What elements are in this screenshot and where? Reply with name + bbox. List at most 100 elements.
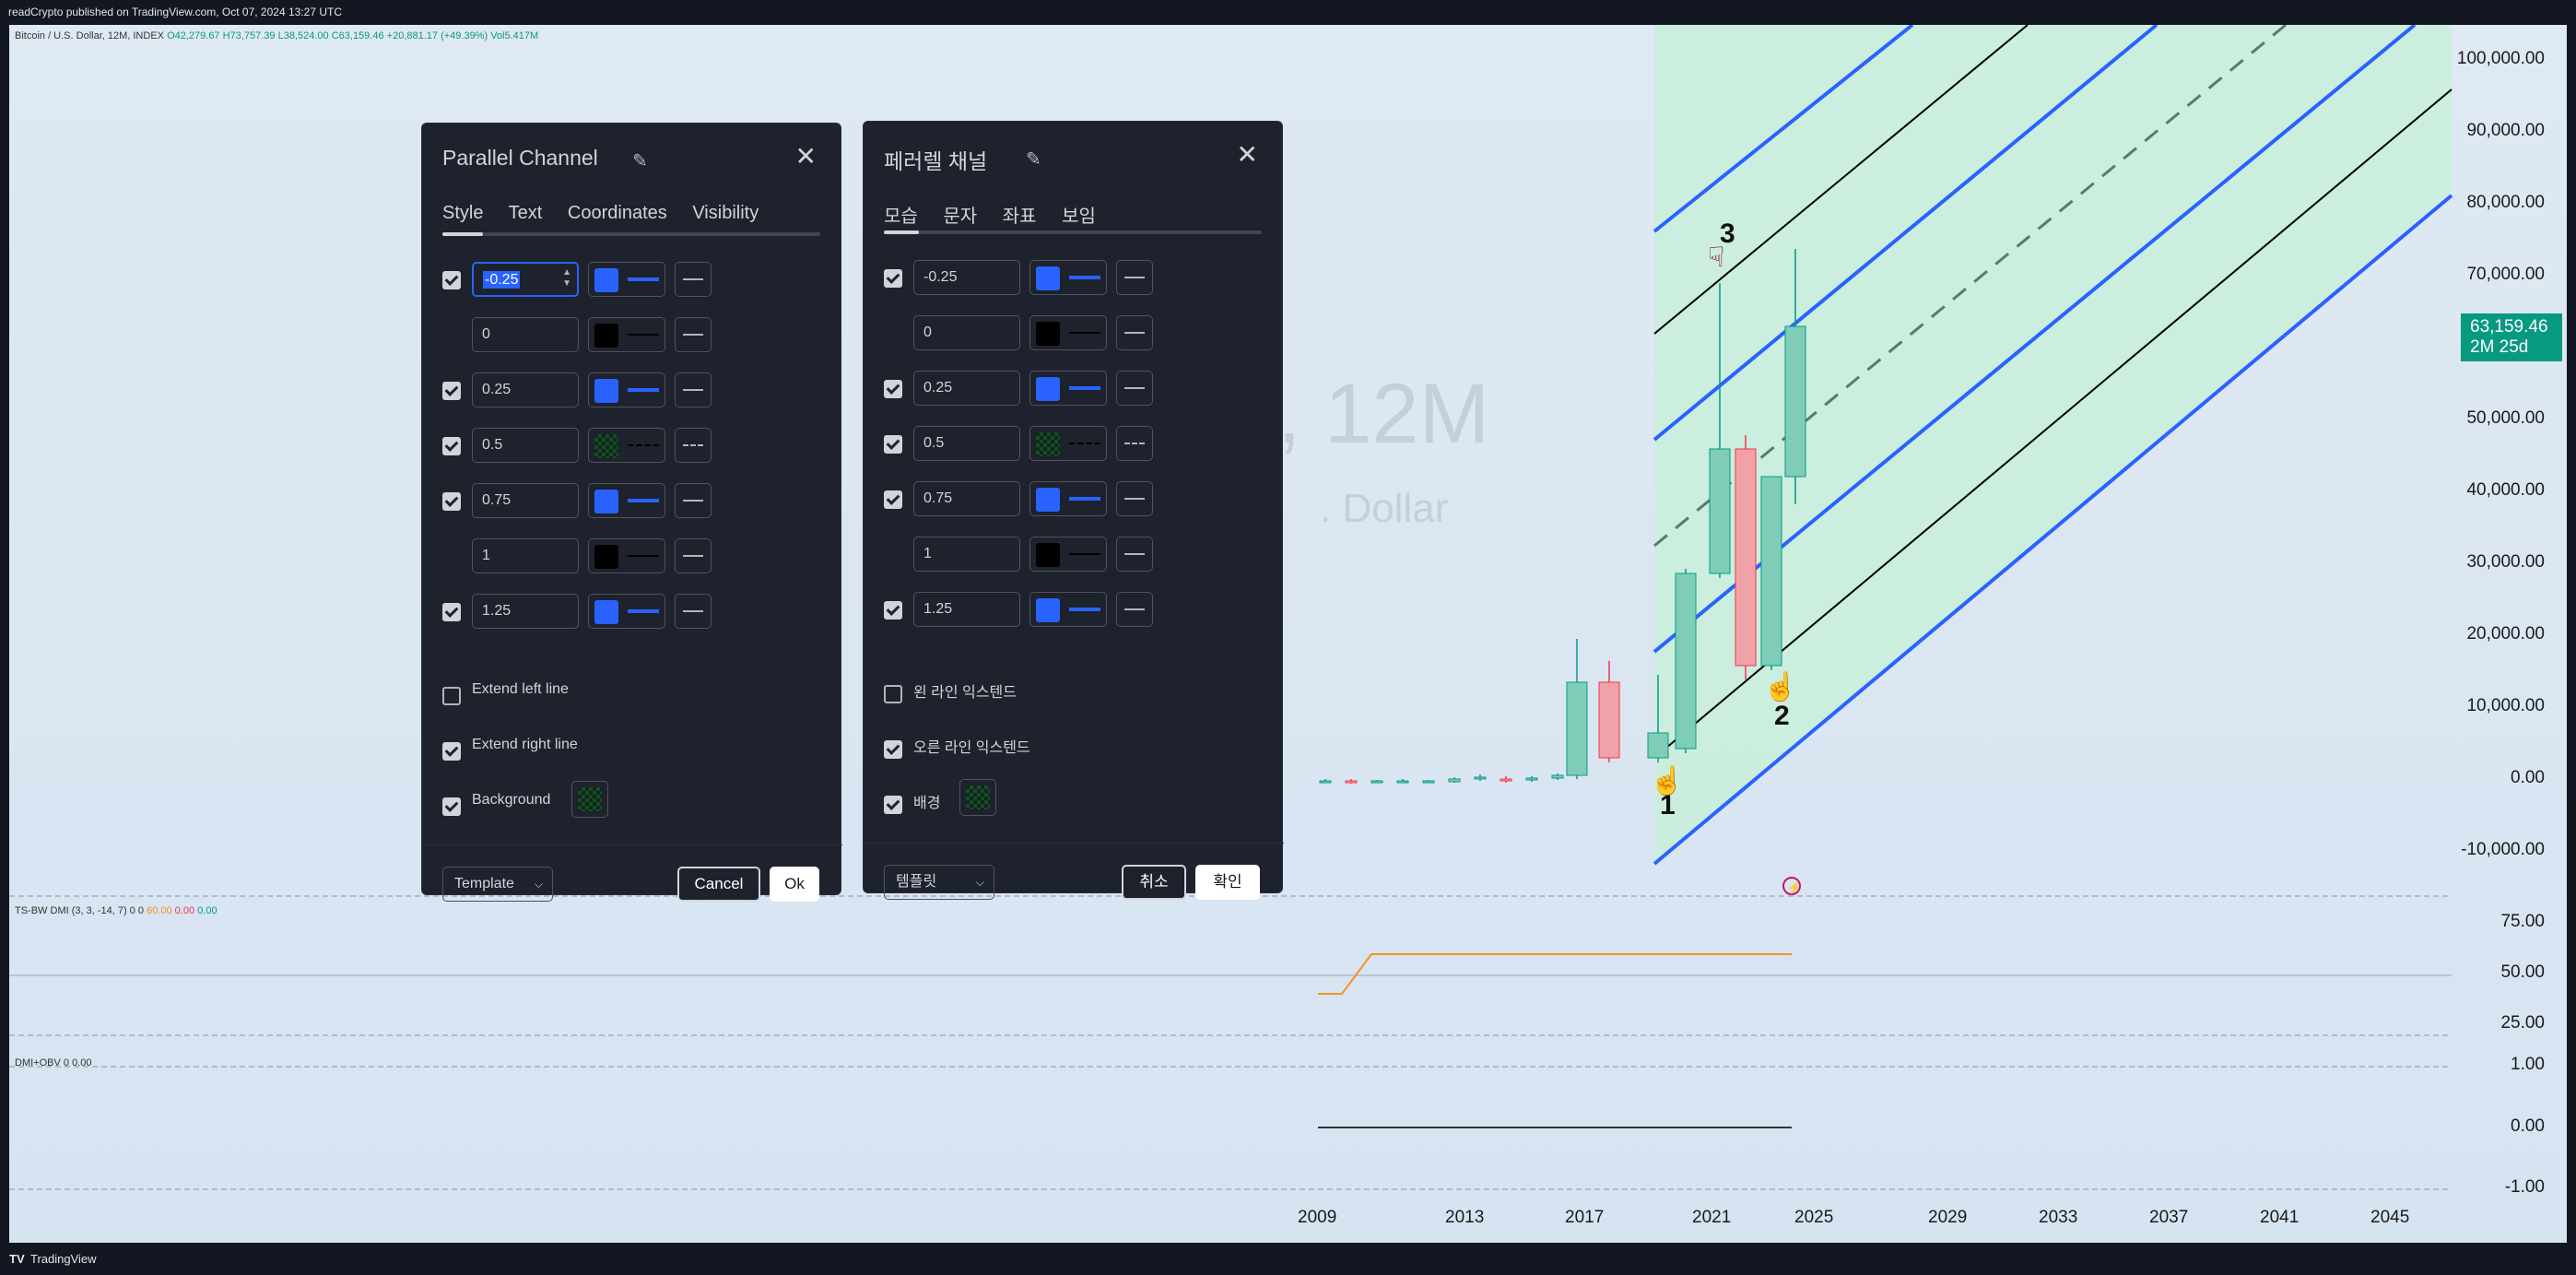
- color-swatch: [594, 434, 618, 458]
- line-style-picker[interactable]: [675, 428, 712, 463]
- candle-body: [1448, 778, 1461, 783]
- level-value-input[interactable]: 1: [913, 537, 1020, 572]
- tab-text[interactable]: Text: [508, 203, 543, 223]
- chart-canvas[interactable]: ☝ ☝ ☟ ⚡: [9, 25, 2567, 1243]
- level-value-input[interactable]: 0.75: [913, 481, 1020, 516]
- indicator-legend-obv[interactable]: DMI+OBV 0 0.00: [15, 1057, 92, 1068]
- level-color-picker[interactable]: [1029, 315, 1107, 350]
- time-axis-label: 2041: [2260, 1208, 2300, 1227]
- level-color-picker[interactable]: [588, 428, 665, 463]
- level-checkbox[interactable]: [442, 437, 461, 455]
- level-value-input[interactable]: 0.5: [472, 428, 579, 463]
- dmi-line: [1318, 953, 1792, 995]
- background-color-swatch[interactable]: [959, 779, 996, 816]
- time-axis-label: 2017: [1565, 1208, 1605, 1227]
- close-icon[interactable]: ✕: [1236, 140, 1258, 169]
- line-style-picker[interactable]: [1116, 592, 1153, 627]
- line-style-picker[interactable]: [675, 538, 712, 573]
- level-value-input[interactable]: 0: [913, 315, 1020, 350]
- tab-visibility[interactable]: Visibility: [692, 203, 759, 223]
- level-color-picker[interactable]: [588, 594, 665, 629]
- ok-button[interactable]: 확인: [1195, 865, 1260, 900]
- level-value-input[interactable]: 1.25: [913, 592, 1020, 627]
- level-checkbox[interactable]: [442, 382, 461, 400]
- edit-title-pencil-icon[interactable]: ✎: [1026, 149, 1041, 170]
- tab-visibility[interactable]: 보임: [1062, 207, 1096, 227]
- line-style-picker[interactable]: [1116, 426, 1153, 461]
- level-checkbox[interactable]: [884, 269, 902, 288]
- line-style-picker[interactable]: [675, 317, 712, 352]
- level-color-picker[interactable]: [588, 538, 665, 573]
- line-style-icon: [1124, 443, 1145, 444]
- level-checkbox[interactable]: [442, 603, 461, 621]
- level-color-picker[interactable]: [588, 372, 665, 407]
- background-checkbox[interactable]: [884, 796, 902, 814]
- close-icon[interactable]: ✕: [794, 142, 817, 171]
- background-checkbox[interactable]: [442, 797, 461, 816]
- level-color-picker[interactable]: [588, 262, 665, 297]
- template-dropdown[interactable]: Template ⌵: [442, 867, 553, 902]
- level-value-input[interactable]: -0.25: [913, 260, 1020, 295]
- line-style-picker[interactable]: [675, 372, 712, 407]
- background-color-swatch[interactable]: [571, 781, 608, 818]
- level-color-picker[interactable]: [1029, 260, 1107, 295]
- level-value-input[interactable]: 1: [472, 538, 579, 573]
- level-value-input[interactable]: 0.25: [913, 371, 1020, 406]
- level-color-picker[interactable]: [1029, 426, 1107, 461]
- extend-right-checkbox[interactable]: [884, 740, 902, 759]
- level-color-picker[interactable]: [588, 317, 665, 352]
- price-axis-label: 20,000.00: [2466, 624, 2545, 643]
- line-style-icon: [1124, 553, 1145, 555]
- extend-right-checkbox[interactable]: [442, 742, 461, 761]
- line-style-picker[interactable]: [675, 594, 712, 629]
- tab-coordinates[interactable]: Coordinates: [567, 203, 667, 223]
- cancel-button[interactable]: Cancel: [677, 867, 760, 902]
- level-checkbox[interactable]: [884, 601, 902, 620]
- level-value-input[interactable]: 1.25: [472, 594, 579, 629]
- footer-divider: [864, 843, 1284, 844]
- tab-coordinates[interactable]: 좌표: [1002, 207, 1037, 227]
- line-style-picker[interactable]: [1116, 537, 1153, 572]
- line-style-picker[interactable]: [1116, 260, 1153, 295]
- line-style-picker[interactable]: [1116, 315, 1153, 350]
- level-value-input[interactable]: 0: [472, 317, 579, 352]
- template-dropdown[interactable]: 템플릿 ⌵: [884, 865, 994, 900]
- line-style-picker[interactable]: [675, 262, 712, 297]
- parallel-channel-settings-dialog[interactable]: Parallel Channel ✎ ✕ Style Text Coordina…: [421, 123, 842, 902]
- level-value-input[interactable]: -0.25 ▲ ▼: [472, 262, 579, 297]
- extend-left-checkbox[interactable]: [884, 685, 902, 703]
- ok-button[interactable]: Ok: [770, 867, 819, 902]
- level-color-picker[interactable]: [1029, 537, 1107, 572]
- level-color-picker[interactable]: [1029, 371, 1107, 406]
- line-style-picker[interactable]: [675, 483, 712, 518]
- symbol-legend[interactable]: Bitcoin / U.S. Dollar, 12M, INDEX O42,27…: [15, 30, 538, 41]
- level-checkbox[interactable]: [884, 435, 902, 454]
- level-checkbox[interactable]: [442, 492, 461, 511]
- level-value-input[interactable]: 0.75: [472, 483, 579, 518]
- line-preview: [628, 555, 659, 557]
- level-checkbox[interactable]: [442, 271, 461, 289]
- line-style-picker[interactable]: [1116, 481, 1153, 516]
- tradingview-logo-icon[interactable]: TV: [9, 1252, 25, 1266]
- line-preview: [628, 444, 659, 446]
- extend-left-checkbox[interactable]: [442, 687, 461, 705]
- tab-style[interactable]: Style: [442, 203, 484, 223]
- line-style-picker[interactable]: [1116, 371, 1153, 406]
- cancel-button[interactable]: 취소: [1122, 865, 1186, 900]
- line-style-icon: [1124, 498, 1145, 500]
- level-checkbox[interactable]: [884, 380, 902, 398]
- indicator-legend-dmi[interactable]: TS-BW DMI (3, 3, -14, 7) 0 0 60.00 0.00 …: [15, 905, 218, 916]
- stepper-icon[interactable]: ▲ ▼: [562, 267, 571, 289]
- tab-style[interactable]: 모습: [884, 207, 918, 227]
- candle-body: [1319, 780, 1332, 784]
- level-checkbox[interactable]: [884, 490, 902, 509]
- level-color-picker[interactable]: [588, 483, 665, 518]
- level-value-input[interactable]: 0.25: [472, 372, 579, 407]
- parallel-channel-settings-dialog-korean[interactable]: 페러렐 채널 ✎ ✕ 모습 문자 좌표 보임 -0.25 0 0.25 0.5 0.75…: [863, 121, 1284, 900]
- tab-text[interactable]: 문자: [943, 207, 978, 227]
- level-value-input[interactable]: 0.5: [913, 426, 1020, 461]
- level-color-picker[interactable]: [1029, 592, 1107, 627]
- edit-title-pencil-icon[interactable]: ✎: [632, 151, 648, 171]
- level-color-picker[interactable]: [1029, 481, 1107, 516]
- chart-area[interactable]: ☝ ☝ ☟ ⚡ Bitcoin / U.S. Dollar, 12M, INDEX O…: [9, 25, 2567, 1243]
